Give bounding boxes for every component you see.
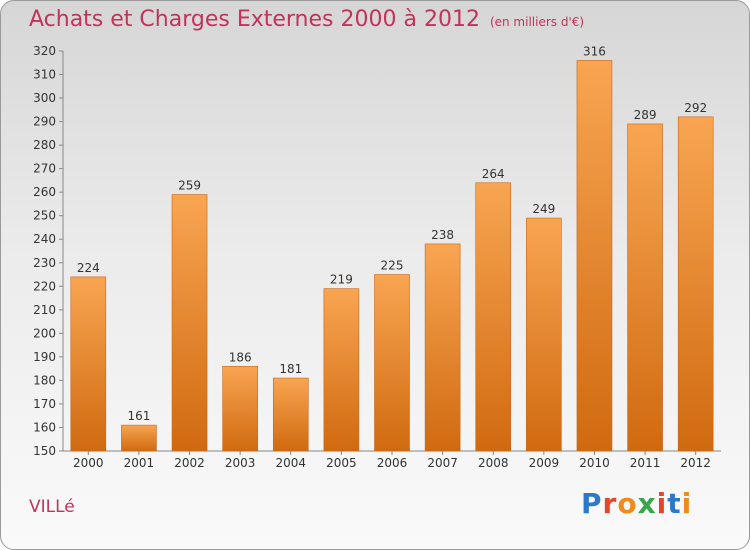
y-tick-label: 220 (33, 279, 56, 293)
x-tick-label: 2008 (478, 456, 509, 470)
y-tick-label: 190 (33, 350, 56, 364)
bar (374, 274, 410, 452)
x-tick-label: 2002 (174, 456, 205, 470)
logo-letter: P (581, 487, 603, 520)
value-labels: 224 161 259 186 181 219 225 238 264 249 316 289 292 (77, 44, 707, 423)
bars (70, 60, 714, 452)
x-tick-label: 2003 (225, 456, 256, 470)
value-label: 292 (684, 101, 707, 115)
logo-letter: i (681, 487, 693, 520)
value-label: 264 (482, 167, 505, 181)
logo-letter: t (667, 487, 682, 520)
value-label: 225 (381, 259, 404, 273)
bar (677, 116, 714, 452)
x-tick-label: 2010 (579, 456, 610, 470)
y-tick-label: 200 (33, 326, 56, 340)
bar (121, 424, 157, 452)
proxiti-logo: Proxiti (581, 487, 692, 520)
value-label: 219 (330, 273, 353, 287)
y-tick-label: 170 (33, 397, 56, 411)
value-label: 316 (583, 44, 606, 58)
bar (272, 377, 309, 452)
chart-title: Achats et Charges Externes 2000 à 2012 (e… (29, 7, 584, 32)
logo-letter: r (602, 487, 618, 520)
value-label: 161 (127, 409, 150, 423)
value-label: 289 (634, 108, 657, 122)
y-tick-label: 210 (33, 303, 56, 317)
chart-title-main: Achats et Charges Externes 2000 à 2012 (29, 7, 480, 32)
logo-letter: o (617, 487, 638, 520)
value-label: 224 (77, 261, 100, 275)
y-tick-label: 280 (33, 138, 56, 152)
x-tick-label: 2012 (680, 456, 711, 470)
x-tick-label: 2000 (73, 456, 104, 470)
x-tick-label: 2004 (275, 456, 306, 470)
value-label: 238 (431, 228, 454, 242)
bar (222, 365, 258, 452)
value-label: 186 (229, 350, 252, 364)
y-tick-label: 320 (33, 44, 56, 58)
y-tick-label: 150 (33, 444, 56, 458)
y-tick-label: 250 (33, 209, 56, 223)
bar (424, 243, 461, 452)
x-tick-label: 2005 (326, 456, 357, 470)
bar (323, 288, 360, 452)
axes: 150 160 170 180 190 200 210 220 230 240 250 260 270 2… (33, 44, 721, 470)
value-label: 181 (279, 362, 302, 376)
y-tick-label: 160 (33, 420, 56, 434)
logo-letter: i (656, 487, 668, 520)
bar (627, 123, 663, 452)
x-tick-label: 2009 (529, 456, 560, 470)
x-tick-label: 2006 (377, 456, 408, 470)
logo-letter: x (637, 487, 657, 520)
y-tick-label: 300 (33, 91, 56, 105)
y-tick-label: 240 (33, 232, 56, 246)
x-tick-label: 2011 (630, 456, 661, 470)
bar (70, 276, 107, 452)
y-tick-label: 230 (33, 256, 56, 270)
bar (526, 217, 562, 452)
bar (576, 60, 613, 452)
bar (475, 182, 512, 452)
y-tick-label: 180 (33, 373, 56, 387)
y-tick-label: 310 (33, 68, 56, 82)
y-tick-label: 260 (33, 185, 56, 199)
value-label: 259 (178, 179, 201, 193)
value-label: 249 (532, 202, 555, 216)
y-tick-label: 270 (33, 162, 56, 176)
place-name: VILLé (29, 497, 75, 517)
y-tick-label: 290 (33, 115, 56, 129)
x-tick-label: 2007 (427, 456, 458, 470)
chart-title-unit: (en milliers d'€) (489, 15, 585, 29)
x-tick-label: 2001 (124, 456, 155, 470)
bar (171, 194, 208, 452)
